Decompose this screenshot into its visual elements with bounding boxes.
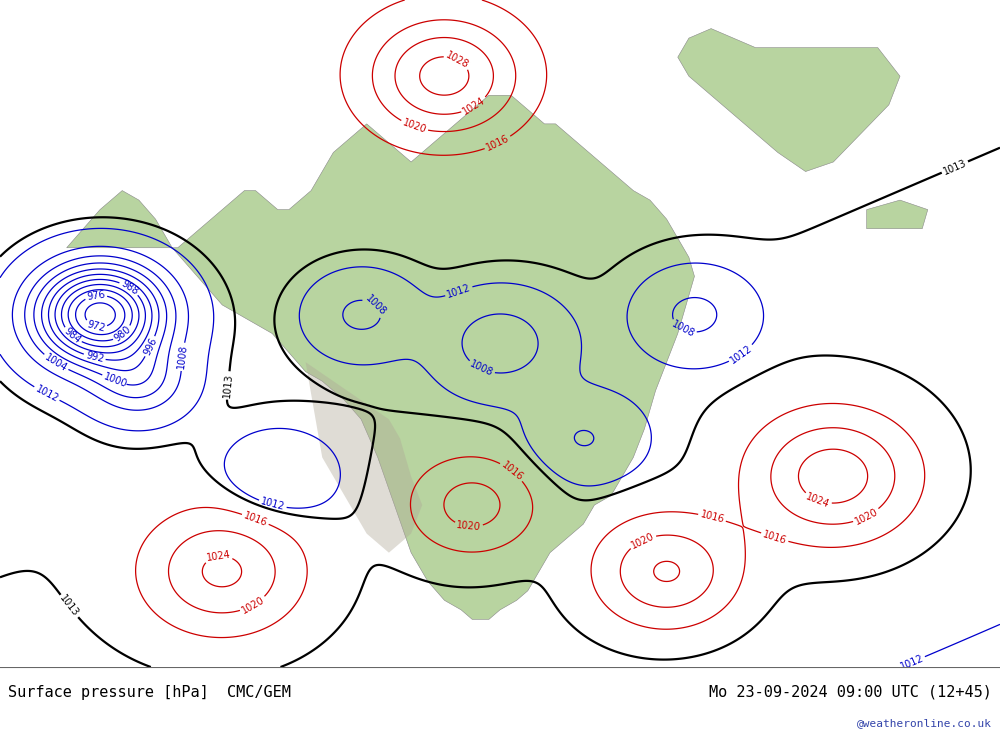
Text: 1013: 1013 [58,594,81,619]
Text: 1028: 1028 [444,50,471,70]
Polygon shape [67,95,694,619]
Text: 1016: 1016 [699,509,725,526]
Text: 1013: 1013 [222,373,234,398]
Text: @weatheronline.co.uk: @weatheronline.co.uk [857,718,992,728]
Text: 1004: 1004 [43,352,69,374]
Text: 996: 996 [142,336,159,357]
Text: 1013: 1013 [942,158,968,177]
Text: 1000: 1000 [102,372,129,390]
Text: 1016: 1016 [242,510,269,528]
Text: 1008: 1008 [363,293,388,317]
Text: 1012: 1012 [898,653,925,671]
Text: 1020: 1020 [401,117,428,136]
Polygon shape [678,29,900,172]
Text: Surface pressure [hPa]  CMC/GEM: Surface pressure [hPa] CMC/GEM [8,685,291,699]
Text: 1024: 1024 [461,95,487,117]
Text: 1008: 1008 [176,344,189,369]
Text: 1008: 1008 [468,359,494,378]
Polygon shape [867,200,928,229]
Text: 988: 988 [119,279,140,297]
Text: 1024: 1024 [805,491,831,509]
Text: 984: 984 [62,326,83,345]
Text: 1016: 1016 [485,133,511,153]
Text: 1012: 1012 [446,282,472,300]
Text: 1020: 1020 [629,531,656,550]
Text: Mo 23-09-2024 09:00 UTC (12+45): Mo 23-09-2024 09:00 UTC (12+45) [709,685,992,699]
Text: 992: 992 [84,350,105,364]
Text: 1012: 1012 [259,497,286,512]
Text: 1024: 1024 [205,550,231,563]
Text: 980: 980 [113,325,133,344]
Text: 1020: 1020 [240,594,266,616]
Text: 1016: 1016 [762,529,788,546]
Text: 1012: 1012 [34,383,60,404]
Text: 976: 976 [86,290,106,302]
Text: 1020: 1020 [853,507,880,526]
Polygon shape [306,362,422,553]
Text: 972: 972 [86,319,106,334]
Text: 1016: 1016 [499,460,525,483]
Text: 1008: 1008 [670,319,696,339]
Text: 1012: 1012 [728,343,754,365]
Text: 1020: 1020 [456,520,481,533]
